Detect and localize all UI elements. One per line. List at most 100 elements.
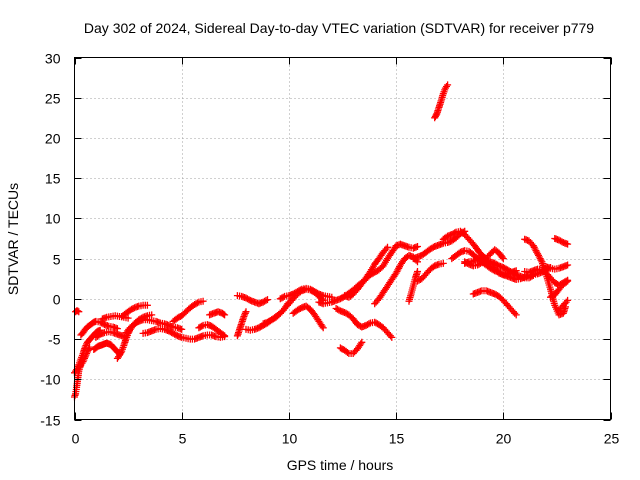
series-arc-9 bbox=[118, 301, 151, 320]
data-point bbox=[439, 259, 447, 267]
series-arc-38 bbox=[542, 261, 572, 273]
series-arc-20 bbox=[289, 302, 327, 332]
x-tick-label: 15 bbox=[389, 431, 405, 447]
data-point bbox=[564, 277, 572, 285]
y-tick-label: -15 bbox=[40, 413, 60, 429]
data-point bbox=[564, 296, 572, 304]
data-point bbox=[562, 278, 570, 286]
series-arc-13 bbox=[195, 321, 229, 340]
data-point bbox=[296, 286, 304, 294]
data-point bbox=[512, 267, 520, 275]
data-point bbox=[512, 311, 520, 319]
series-arc-4 bbox=[77, 317, 121, 339]
data-point bbox=[220, 310, 227, 318]
data-point bbox=[74, 307, 82, 315]
data-point bbox=[386, 332, 394, 340]
axis-ticks: 0 5 10 15 20 25 -15 -10 -5 0 5 10 15 20 25 30 bbox=[40, 51, 619, 447]
data-point bbox=[564, 240, 572, 248]
data-point bbox=[219, 331, 227, 339]
data-point bbox=[499, 255, 507, 263]
data-marks bbox=[71, 81, 572, 401]
series-arc-29 bbox=[431, 81, 452, 122]
y-tick-label: 0 bbox=[53, 292, 61, 308]
series-arc-6 bbox=[92, 328, 130, 341]
data-point bbox=[318, 322, 326, 330]
y-tick-label: -10 bbox=[40, 372, 60, 388]
y-axis-label: SDTVAR / TECUs bbox=[5, 183, 21, 295]
data-point bbox=[498, 253, 506, 261]
data-point bbox=[74, 362, 82, 370]
grid-lines bbox=[74, 57, 611, 420]
data-point bbox=[240, 313, 248, 320]
data-point bbox=[388, 333, 396, 341]
data-point bbox=[414, 268, 421, 275]
data-point bbox=[193, 299, 201, 307]
data-point bbox=[451, 229, 459, 237]
data-point bbox=[564, 261, 572, 269]
y-tick-label: 30 bbox=[45, 51, 61, 67]
data-point bbox=[82, 342, 90, 349]
data-point bbox=[285, 298, 293, 306]
plot-frame bbox=[74, 57, 611, 420]
data-point bbox=[143, 301, 151, 309]
data-point bbox=[319, 324, 327, 332]
data-point bbox=[432, 111, 440, 119]
x-tick-label: 0 bbox=[72, 431, 80, 447]
y-tick-label: 5 bbox=[53, 252, 61, 268]
series-arc-36 bbox=[521, 235, 569, 319]
data-point bbox=[365, 320, 373, 328]
data-point bbox=[75, 308, 83, 316]
series-arc-28 bbox=[414, 259, 447, 285]
series-arc-34 bbox=[469, 287, 520, 319]
data-point bbox=[241, 311, 249, 319]
data-point bbox=[537, 256, 545, 264]
series-arc-16 bbox=[233, 292, 271, 308]
data-point bbox=[124, 314, 132, 322]
y-tick-label: 15 bbox=[45, 171, 61, 187]
data-point bbox=[384, 243, 391, 251]
data-point bbox=[358, 338, 366, 346]
series-arc-18 bbox=[259, 298, 293, 328]
data-point bbox=[284, 300, 292, 308]
series-arc-33 bbox=[461, 253, 520, 279]
data-point bbox=[344, 349, 351, 356]
series-arc-24 bbox=[341, 240, 421, 301]
series-arc-39 bbox=[551, 235, 572, 248]
series-arc-5 bbox=[90, 339, 123, 357]
x-tick-label: 5 bbox=[179, 431, 187, 447]
data-point bbox=[178, 325, 186, 333]
series-arc-15 bbox=[233, 308, 250, 340]
data-point bbox=[444, 81, 452, 89]
series-arc-3 bbox=[72, 307, 83, 316]
data-point bbox=[264, 296, 271, 304]
data-point bbox=[221, 311, 229, 319]
x-tick-label: 10 bbox=[282, 431, 298, 447]
data-point bbox=[117, 349, 125, 356]
series-arc-12 bbox=[169, 297, 207, 325]
data-point bbox=[414, 243, 421, 250]
y-tick-label: 25 bbox=[45, 91, 61, 107]
series-arc-40 bbox=[555, 296, 572, 314]
data-point bbox=[199, 297, 207, 305]
series-arc-22 bbox=[332, 305, 396, 341]
data-point bbox=[148, 311, 156, 319]
series-arc-14 bbox=[206, 308, 229, 319]
y-tick-label: -5 bbox=[48, 332, 61, 348]
data-point bbox=[262, 296, 270, 304]
data-point bbox=[357, 340, 365, 348]
data-point bbox=[242, 308, 250, 316]
series-arc-25 bbox=[371, 251, 421, 308]
data-point bbox=[198, 322, 206, 330]
y-tick-label: 20 bbox=[45, 131, 61, 147]
series-arc-23 bbox=[336, 338, 366, 357]
data-point bbox=[221, 332, 229, 340]
data-point bbox=[241, 309, 249, 317]
data-point bbox=[511, 309, 519, 317]
y-tick-label: 10 bbox=[45, 211, 61, 227]
x-tick-label: 25 bbox=[604, 431, 620, 447]
data-point bbox=[73, 364, 81, 372]
x-axis-label: GPS time / hours bbox=[287, 457, 394, 473]
series-arc-19 bbox=[276, 284, 336, 303]
data-point bbox=[279, 293, 287, 301]
